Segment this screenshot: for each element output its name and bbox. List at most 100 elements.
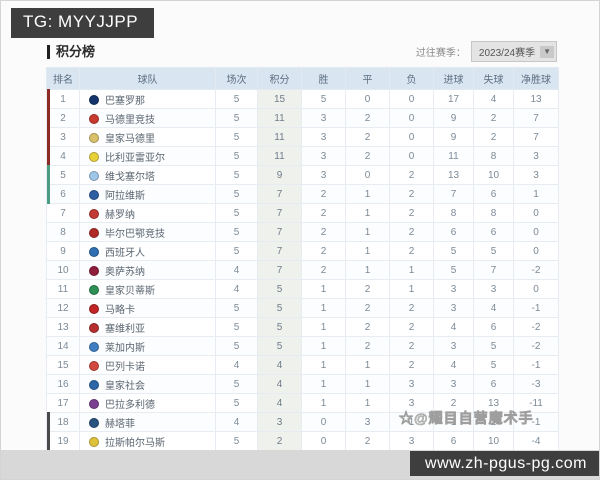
- cell-loss: 0: [389, 108, 434, 128]
- cell-draw: 2: [345, 146, 390, 166]
- cell-team: 赫塔菲: [79, 412, 216, 432]
- cell-goals-for: 8: [433, 203, 474, 223]
- cell-played: 4: [215, 412, 258, 432]
- cell-played: 5: [215, 203, 258, 223]
- cell-played: 4: [215, 355, 258, 375]
- cell-win: 1: [301, 355, 346, 375]
- tg-banner: TG: MYYJJPP: [11, 8, 155, 38]
- cell-rank: 17: [46, 393, 80, 413]
- cell-goal-diff: -1: [513, 355, 559, 375]
- zone-indicator-bar: [47, 127, 50, 147]
- cell-rank: 2: [46, 108, 80, 128]
- cell-goals-for: 2: [433, 393, 474, 413]
- cell-goals-for: 3: [433, 336, 474, 356]
- cell-goal-diff: 3: [513, 146, 559, 166]
- cell-loss: 0: [389, 146, 434, 166]
- cell-win: 3: [301, 108, 346, 128]
- zone-indicator-bar: [47, 165, 50, 185]
- cell-points: 11: [257, 146, 302, 166]
- cell-rank: 3: [46, 127, 80, 147]
- cell-rank: 14: [46, 336, 80, 356]
- cell-goal-diff: -2: [513, 260, 559, 280]
- cell-goals-for: 5: [433, 260, 474, 280]
- team-badge-icon: [89, 151, 99, 162]
- cell-goals-against: 4: [473, 298, 514, 318]
- cell-goals-against: 4: [473, 89, 514, 109]
- cell-points: 11: [257, 108, 302, 128]
- cell-draw: 1: [345, 241, 390, 261]
- table-row: 2 马德里竞技 5 11 3 2 0 9 2 7: [46, 108, 559, 128]
- cell-loss: 3: [389, 431, 434, 451]
- cell-loss: 3: [389, 374, 434, 394]
- cell-rank: 15: [46, 355, 80, 375]
- cell-win: 3: [301, 146, 346, 166]
- team-badge-icon: [89, 132, 99, 143]
- team-badge-icon: [89, 360, 99, 371]
- cell-loss: 2: [389, 241, 434, 261]
- cell-win: 1: [301, 279, 346, 299]
- cell-goal-diff: -1: [513, 298, 559, 318]
- cell-played: 5: [215, 165, 258, 185]
- cell-loss: 2: [389, 355, 434, 375]
- team-badge-icon: [89, 189, 99, 200]
- season-select[interactable]: 2023/24赛季 ▼: [470, 41, 557, 62]
- cell-goal-diff: 0: [513, 279, 559, 299]
- cell-draw: 0: [345, 89, 390, 109]
- table-row: 1 巴塞罗那 5 15 5 0 0 17 4 13: [46, 89, 559, 109]
- cell-loss: 1: [389, 412, 434, 432]
- cell-team: 皇家社会: [79, 374, 216, 394]
- cell-goals-against: 8: [473, 146, 514, 166]
- cell-draw: 1: [345, 374, 390, 394]
- cell-goal-diff: 7: [513, 108, 559, 128]
- cell-loss: 1: [389, 260, 434, 280]
- cell-goal-diff: 0: [513, 241, 559, 261]
- site-banner: www.zh-pgus-pg.com: [410, 451, 599, 476]
- team-badge-icon: [89, 284, 99, 295]
- cell-rank: 11: [46, 279, 80, 299]
- cell-points: 5: [257, 317, 302, 337]
- cell-team: 比利亚雷亚尔: [79, 146, 216, 166]
- cell-loss: 1: [389, 279, 434, 299]
- cell-rank: 10: [46, 260, 80, 280]
- cell-played: 4: [215, 279, 258, 299]
- chevron-down-icon[interactable]: ▼: [540, 45, 554, 58]
- table-row: 6 阿拉维斯 5 7 2 1 2 7 6 1: [46, 184, 559, 204]
- cell-team: 巴列卡诺: [79, 355, 216, 375]
- cell-draw: 2: [345, 336, 390, 356]
- cell-goals-against: 6: [473, 317, 514, 337]
- cell-goals-against: 2: [473, 412, 514, 432]
- team-badge-icon: [89, 246, 99, 257]
- cell-goals-for: 5: [433, 241, 474, 261]
- cell-win: 5: [301, 89, 346, 109]
- table-row: 7 赫罗纳 5 7 2 1 2 8 8 0: [46, 203, 559, 223]
- cell-win: 3: [301, 165, 346, 185]
- cell-win: 1: [301, 374, 346, 394]
- cell-goal-diff: 13: [513, 89, 559, 109]
- table-header-row: 排名 球队 场次 积分胜平负进球 失球 净胜球: [46, 67, 559, 90]
- cell-loss: 3: [389, 393, 434, 413]
- cell-win: 0: [301, 412, 346, 432]
- cell-draw: 3: [345, 412, 390, 432]
- cell-played: 5: [215, 108, 258, 128]
- team-badge-icon: [89, 379, 99, 390]
- cell-points: 5: [257, 298, 302, 318]
- cell-win: 3: [301, 127, 346, 147]
- table-row: 18 赫塔菲 4 3 0 3 1 1 2 -1: [46, 412, 559, 432]
- title-row: 积分榜 过往赛季： 2023/24赛季 ▼: [47, 41, 557, 62]
- table-row: 17 巴拉多利德 5 4 1 1 3 2 13 -11: [46, 393, 559, 413]
- cell-team: 塞维利亚: [79, 317, 216, 337]
- cell-rank: 12: [46, 298, 80, 318]
- cell-goals-for: 3: [433, 374, 474, 394]
- season-label: 过往赛季：: [415, 48, 466, 59]
- cell-goals-against: 6: [473, 184, 514, 204]
- cell-draw: 2: [345, 298, 390, 318]
- cell-goals-for: 9: [433, 127, 474, 147]
- cell-points: 7: [257, 241, 302, 261]
- cell-loss: 2: [389, 203, 434, 223]
- cell-draw: 1: [345, 184, 390, 204]
- table-row: 4 比利亚雷亚尔 5 11 3 2 0 11 8 3: [46, 146, 559, 166]
- cell-goal-diff: 1: [513, 184, 559, 204]
- cell-goals-for: 9: [433, 108, 474, 128]
- cell-played: 5: [215, 298, 258, 318]
